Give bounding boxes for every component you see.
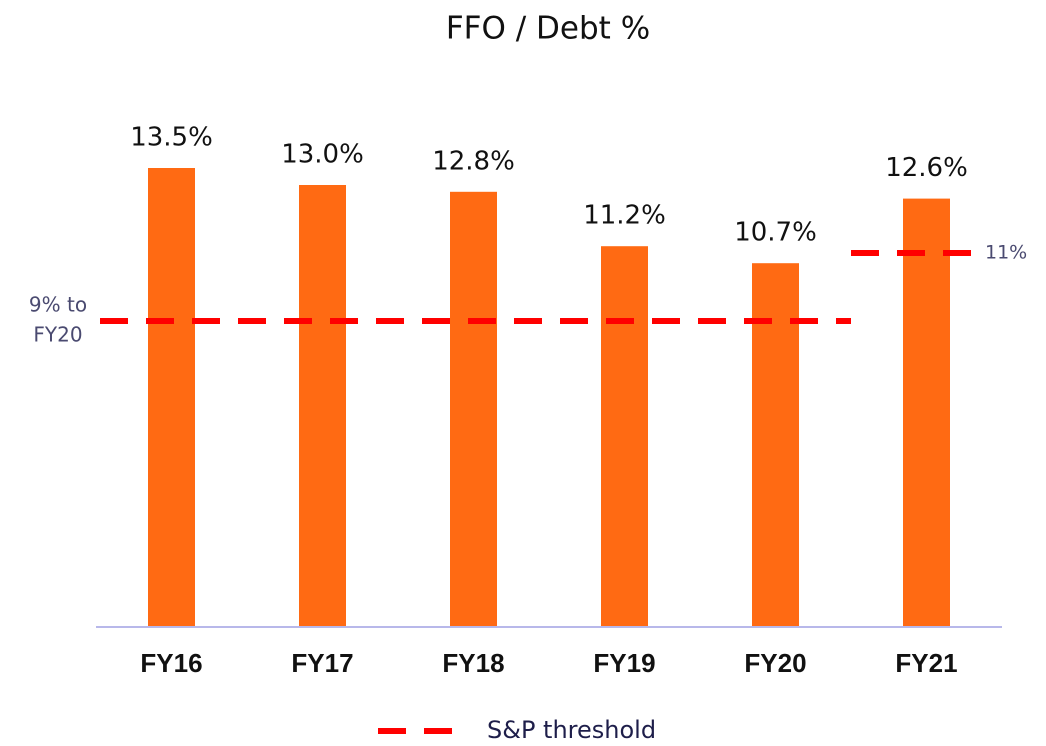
bar: [903, 198, 950, 627]
chart-title: FFO / Debt %: [446, 11, 650, 47]
bar: [450, 191, 497, 628]
threshold-label: 9% to: [29, 293, 87, 317]
x-tick-label: FY19: [593, 648, 655, 678]
x-tick-label: FY16: [140, 648, 202, 678]
bar: [752, 263, 799, 627]
value-label: 12.8%: [432, 146, 515, 176]
x-tick-label: FY18: [442, 648, 504, 678]
value-label: 13.5%: [130, 123, 213, 153]
x-tick-label: FY20: [744, 648, 806, 678]
bar: [148, 168, 195, 627]
bar: [601, 246, 648, 627]
threshold-label: 11%: [985, 242, 1027, 264]
value-label: 13.0%: [281, 140, 364, 170]
x-tick-label: FY17: [291, 648, 353, 678]
value-label: 10.7%: [734, 218, 817, 248]
legend-label: S&P threshold: [487, 716, 656, 744]
threshold-label: FY20: [33, 323, 82, 347]
bar: [299, 185, 346, 627]
value-label: 11.2%: [583, 201, 666, 231]
x-tick-label: FY21: [895, 648, 957, 678]
value-label: 12.6%: [885, 153, 968, 183]
